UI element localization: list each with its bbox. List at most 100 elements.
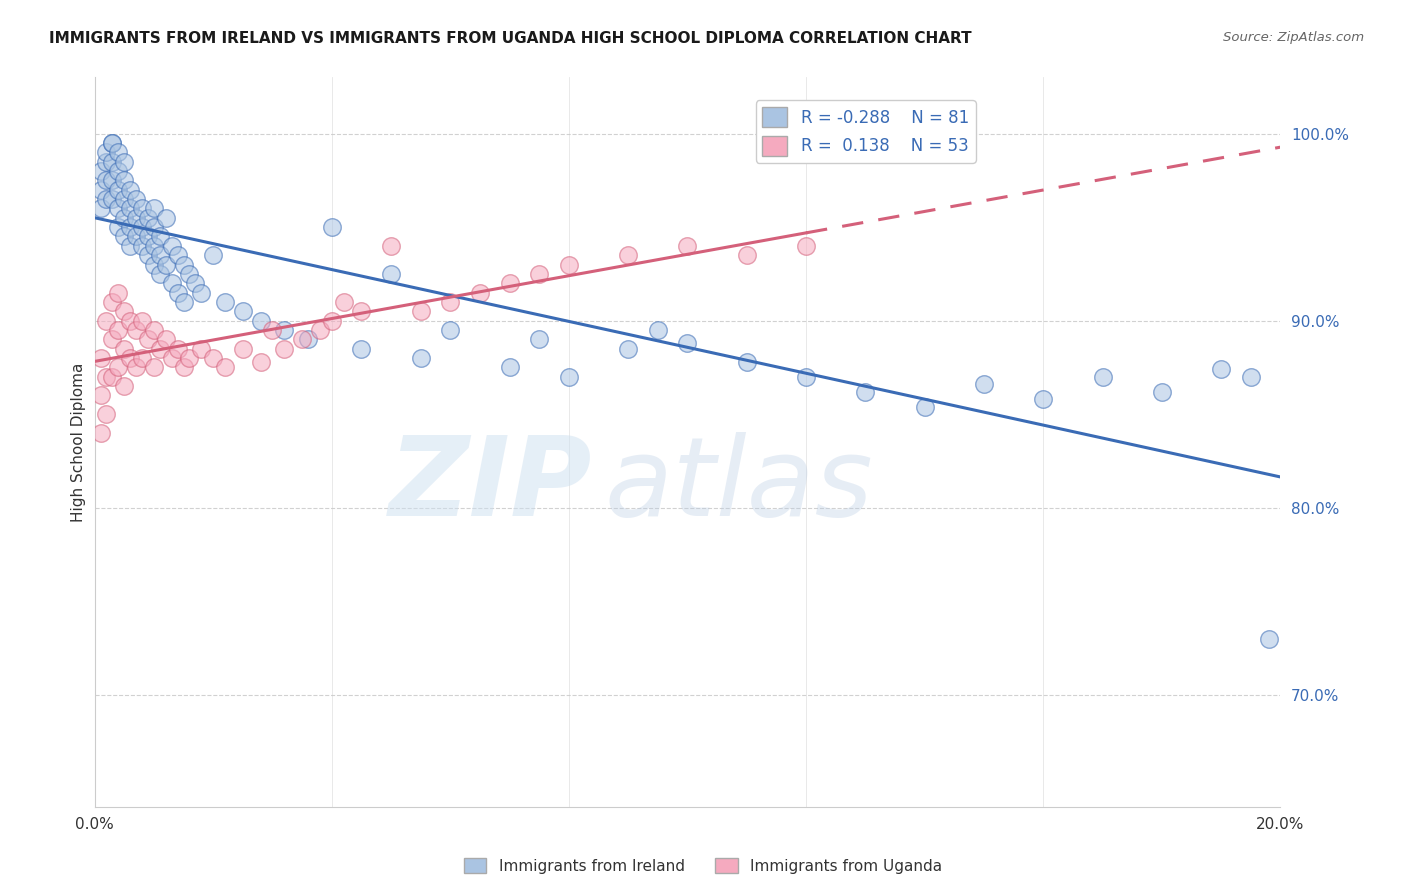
- Point: [149, 229, 172, 244]
- Point: [273, 323, 295, 337]
- Point: [101, 154, 124, 169]
- Point: [107, 360, 129, 375]
- Point: [179, 267, 201, 281]
- Point: [125, 211, 148, 225]
- Point: [107, 164, 129, 178]
- Point: [101, 294, 124, 309]
- Point: [120, 183, 142, 197]
- Point: [350, 304, 373, 318]
- Point: [853, 384, 876, 399]
- Point: [136, 229, 159, 244]
- Point: [529, 332, 551, 346]
- Point: [321, 220, 343, 235]
- Point: [149, 267, 172, 281]
- Point: [136, 332, 159, 346]
- Point: [1091, 369, 1114, 384]
- Point: [232, 304, 254, 318]
- Point: [794, 369, 817, 384]
- Point: [1150, 384, 1173, 399]
- Point: [173, 360, 195, 375]
- Point: [120, 313, 142, 327]
- Point: [142, 220, 165, 235]
- Point: [380, 239, 402, 253]
- Point: [409, 351, 432, 365]
- Point: [120, 220, 142, 235]
- Point: [498, 276, 520, 290]
- Point: [232, 342, 254, 356]
- Point: [107, 285, 129, 300]
- Point: [439, 294, 461, 309]
- Point: [107, 145, 129, 160]
- Point: [112, 229, 135, 244]
- Point: [529, 267, 551, 281]
- Point: [112, 304, 135, 318]
- Point: [160, 351, 183, 365]
- Legend: R = -0.288    N = 81, R =  0.138    N = 53: R = -0.288 N = 81, R = 0.138 N = 53: [755, 101, 976, 162]
- Point: [155, 211, 177, 225]
- Point: [112, 211, 135, 225]
- Point: [112, 173, 135, 187]
- Point: [149, 342, 172, 356]
- Point: [297, 332, 319, 346]
- Point: [291, 332, 314, 346]
- Point: [120, 239, 142, 253]
- Point: [166, 248, 188, 262]
- Point: [125, 360, 148, 375]
- Point: [96, 369, 118, 384]
- Point: [647, 323, 669, 337]
- Text: ZIP: ZIP: [389, 433, 592, 540]
- Point: [120, 351, 142, 365]
- Point: [96, 145, 118, 160]
- Point: [617, 248, 640, 262]
- Point: [380, 267, 402, 281]
- Point: [107, 323, 129, 337]
- Point: [676, 336, 699, 351]
- Point: [96, 192, 118, 206]
- Point: [155, 332, 177, 346]
- Point: [262, 323, 284, 337]
- Text: IMMIGRANTS FROM IRELAND VS IMMIGRANTS FROM UGANDA HIGH SCHOOL DIPLOMA CORRELATIO: IMMIGRANTS FROM IRELAND VS IMMIGRANTS FR…: [49, 31, 972, 46]
- Point: [1211, 362, 1233, 376]
- Point: [107, 183, 129, 197]
- Point: [350, 342, 373, 356]
- Text: atlas: atlas: [605, 433, 873, 540]
- Point: [120, 202, 142, 216]
- Y-axis label: High School Diploma: High School Diploma: [72, 362, 86, 522]
- Point: [184, 276, 207, 290]
- Point: [131, 313, 153, 327]
- Point: [914, 400, 936, 414]
- Point: [214, 294, 236, 309]
- Point: [101, 136, 124, 150]
- Point: [1240, 369, 1263, 384]
- Point: [794, 239, 817, 253]
- Point: [160, 239, 183, 253]
- Point: [125, 229, 148, 244]
- Point: [166, 342, 188, 356]
- Point: [96, 173, 118, 187]
- Point: [249, 313, 271, 327]
- Point: [309, 323, 332, 337]
- Point: [735, 248, 758, 262]
- Point: [149, 248, 172, 262]
- Point: [498, 360, 520, 375]
- Point: [1257, 632, 1279, 646]
- Point: [321, 313, 343, 327]
- Point: [136, 211, 159, 225]
- Point: [558, 369, 581, 384]
- Point: [409, 304, 432, 318]
- Point: [676, 239, 699, 253]
- Point: [96, 313, 118, 327]
- Point: [190, 285, 212, 300]
- Point: [96, 154, 118, 169]
- Point: [973, 377, 995, 392]
- Point: [735, 355, 758, 369]
- Point: [112, 192, 135, 206]
- Point: [332, 294, 354, 309]
- Point: [468, 285, 491, 300]
- Point: [131, 351, 153, 365]
- Point: [160, 276, 183, 290]
- Point: [101, 173, 124, 187]
- Point: [112, 154, 135, 169]
- Point: [89, 164, 111, 178]
- Point: [173, 258, 195, 272]
